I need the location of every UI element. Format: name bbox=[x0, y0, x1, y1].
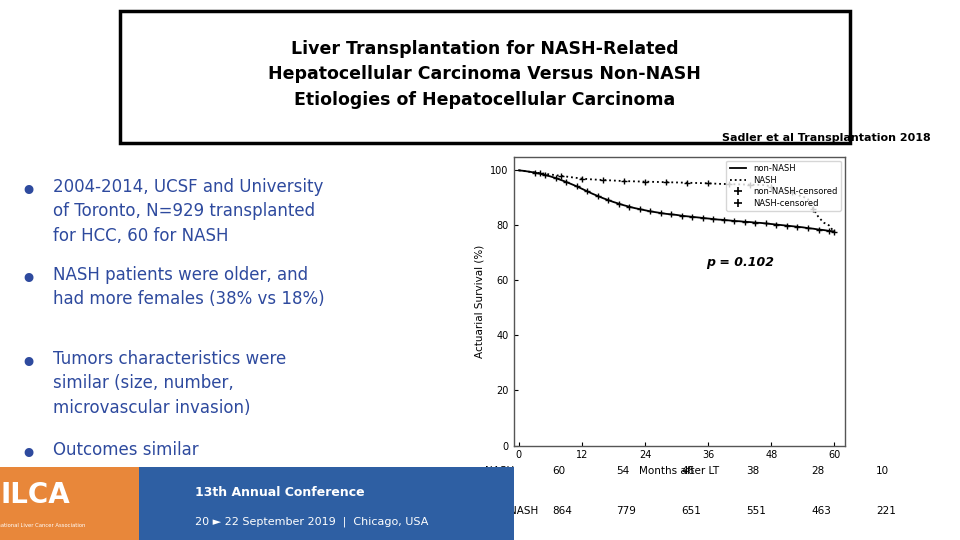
Text: p = 0.102: p = 0.102 bbox=[706, 256, 774, 269]
Text: 28: 28 bbox=[811, 466, 825, 476]
Text: •: • bbox=[19, 266, 37, 295]
Text: 46: 46 bbox=[682, 466, 695, 476]
Text: 864: 864 bbox=[552, 507, 571, 516]
Text: NASH: NASH bbox=[485, 466, 514, 476]
Legend: non-NASH, NASH, non-NASH-censored, NASH-censored: non-NASH, NASH, non-NASH-censored, NASH-… bbox=[727, 161, 841, 211]
Text: 551: 551 bbox=[746, 507, 766, 516]
Text: 60: 60 bbox=[552, 466, 564, 476]
Text: Outcomes similar: Outcomes similar bbox=[53, 441, 199, 458]
FancyBboxPatch shape bbox=[120, 11, 850, 143]
Text: 779: 779 bbox=[616, 507, 636, 516]
Text: Tumors characteristics were
similar (size, number,
microvascular invasion): Tumors characteristics were similar (siz… bbox=[53, 350, 286, 416]
Text: ILCA: ILCA bbox=[0, 481, 70, 509]
Text: 2004-2014, UCSF and University
of Toronto, N=929 transplanted
for HCC, 60 for NA: 2004-2014, UCSF and University of Toront… bbox=[53, 178, 324, 245]
Text: Liver Transplantation for NASH-Related
Hepatocellular Carcinoma Versus Non-NASH
: Liver Transplantation for NASH-Related H… bbox=[269, 39, 701, 109]
Text: •: • bbox=[19, 178, 37, 207]
Text: 20 ► 22 September 2019  |  Chicago, USA: 20 ► 22 September 2019 | Chicago, USA bbox=[195, 517, 428, 527]
Text: 38: 38 bbox=[746, 466, 759, 476]
Text: International Liver Cancer Association: International Liver Cancer Association bbox=[0, 523, 85, 528]
Text: 221: 221 bbox=[876, 507, 896, 516]
Text: Non NASH: Non NASH bbox=[485, 507, 538, 516]
Text: 651: 651 bbox=[682, 507, 701, 516]
Text: NASH patients were older, and
had more females (38% vs 18%): NASH patients were older, and had more f… bbox=[53, 266, 324, 308]
Text: •: • bbox=[19, 350, 37, 379]
X-axis label: Months after LT: Months after LT bbox=[639, 466, 719, 476]
Text: Sadler et al Transplantation 2018: Sadler et al Transplantation 2018 bbox=[723, 133, 931, 143]
Text: 10: 10 bbox=[876, 466, 889, 476]
Bar bbox=[0, 467, 138, 540]
Y-axis label: Actuarial Survival (%): Actuarial Survival (%) bbox=[475, 245, 485, 357]
Text: •: • bbox=[19, 441, 37, 470]
Text: 13th Annual Conference: 13th Annual Conference bbox=[195, 486, 365, 499]
Text: 54: 54 bbox=[616, 466, 630, 476]
Bar bbox=[138, 467, 514, 540]
Text: 463: 463 bbox=[811, 507, 830, 516]
